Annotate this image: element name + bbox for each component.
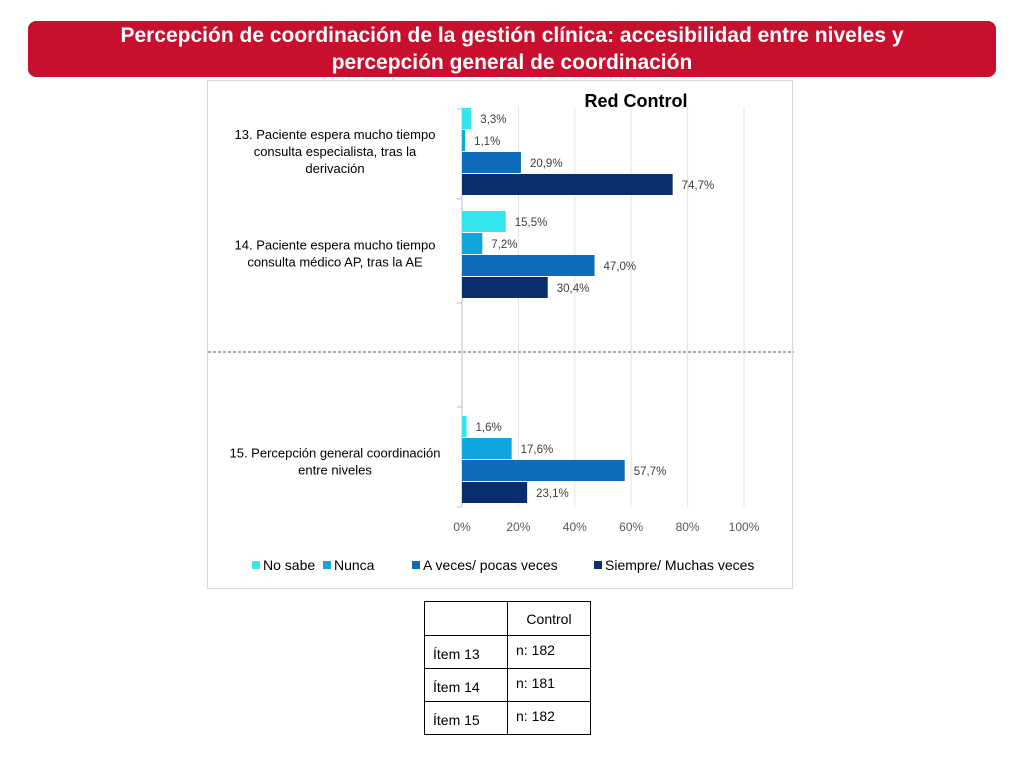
x-tick-label: 0%	[453, 520, 471, 534]
category-label-line: 14. Paciente espera mucho tiempo	[235, 238, 436, 253]
bar	[462, 277, 548, 298]
table-header-row: Control	[424, 601, 591, 636]
data-label: 47,0%	[604, 261, 637, 273]
x-tick-label: 20%	[506, 520, 530, 534]
category-label: 15. Percepción general coordinación entre…	[229, 446, 440, 478]
data-label: 17,6%	[521, 444, 554, 456]
category-label-line: entre niveles	[298, 463, 372, 478]
category-label-line: 13. Paciente espera mucho tiempo	[235, 127, 436, 142]
data-label: 74,7%	[682, 180, 715, 192]
legend-swatch	[594, 561, 602, 569]
bar	[462, 130, 466, 151]
bar	[462, 211, 506, 232]
bar	[462, 174, 673, 195]
data-label: 30,4%	[557, 283, 590, 295]
table-cell-item: Ítem 15	[424, 701, 508, 735]
bar	[462, 438, 512, 459]
table-cell-n: n: 181	[507, 668, 591, 702]
sample-size-table: Control Ítem 13 n: 182 Ítem 14 n: 181 Ít…	[424, 601, 591, 735]
legend-swatch	[323, 561, 331, 569]
bar	[462, 482, 528, 503]
data-label: 57,7%	[634, 466, 667, 478]
category-label: 14. Paciente espera mucho tiempo consulta…	[235, 238, 436, 270]
legend-label: No sabe	[263, 557, 315, 573]
data-label: 23,1%	[536, 488, 569, 500]
legend-label: Siempre/ Muchas veces	[605, 557, 754, 573]
category-label-line: derivación	[305, 161, 364, 176]
chart-frame: 3,3% 15,5% 1,6% 1,1% 7,2% 17,6% 20,9% 47,0% 57,7…	[207, 80, 794, 589]
slide-title: Percepción de coordinación de la gestión…	[120, 24, 904, 74]
table-cell-n: n: 182	[507, 701, 591, 735]
data-label: 1,1%	[474, 136, 500, 148]
table-row: Ítem 13 n: 182	[424, 635, 591, 669]
bar	[462, 152, 521, 173]
x-tick-label: 80%	[676, 520, 700, 534]
legend-swatch	[412, 561, 420, 569]
table-header-empty	[424, 601, 508, 636]
data-label: 7,2%	[491, 239, 517, 251]
bar-chart: 3,3% 15,5% 1,6% 1,1% 7,2% 17,6% 20,9% 47,0% 57,7…	[208, 91, 794, 573]
bar	[462, 108, 472, 129]
category-label: 13. Paciente espera mucho tiempo consulta…	[235, 127, 436, 176]
bar	[462, 460, 625, 481]
data-label: 1,6%	[476, 422, 502, 434]
table-row: Ítem 14 n: 181	[424, 668, 591, 702]
x-tick-label: 40%	[563, 520, 587, 534]
category-label-line: 15. Percepción general coordinación	[229, 446, 440, 461]
data-label: 20,9%	[530, 158, 563, 170]
category-label-line: consulta especialista, tras la	[254, 144, 417, 159]
bar	[462, 255, 595, 276]
bar	[462, 233, 483, 254]
slide-title-banner: Percepción de coordinación de la gestión…	[28, 21, 996, 77]
table-cell-item: Ítem 14	[424, 668, 508, 702]
legend-label: A veces/ pocas veces	[423, 557, 558, 573]
legend-label: Nunca	[334, 557, 375, 573]
bar	[462, 416, 467, 437]
table-row: Ítem 15 n: 182	[424, 701, 591, 735]
x-tick-label: 60%	[619, 520, 643, 534]
table-cell-item: Ítem 13	[424, 635, 508, 669]
table-cell-n: n: 182	[507, 635, 591, 669]
legend-swatch	[252, 561, 260, 569]
chart-title: Red Control	[585, 91, 688, 111]
data-label: 3,3%	[480, 114, 506, 126]
table-header-control: Control	[507, 601, 591, 636]
data-label: 15,5%	[515, 217, 548, 229]
category-label-line: consulta médico AP, tras la AE	[247, 255, 423, 270]
x-tick-label: 100%	[729, 520, 760, 534]
